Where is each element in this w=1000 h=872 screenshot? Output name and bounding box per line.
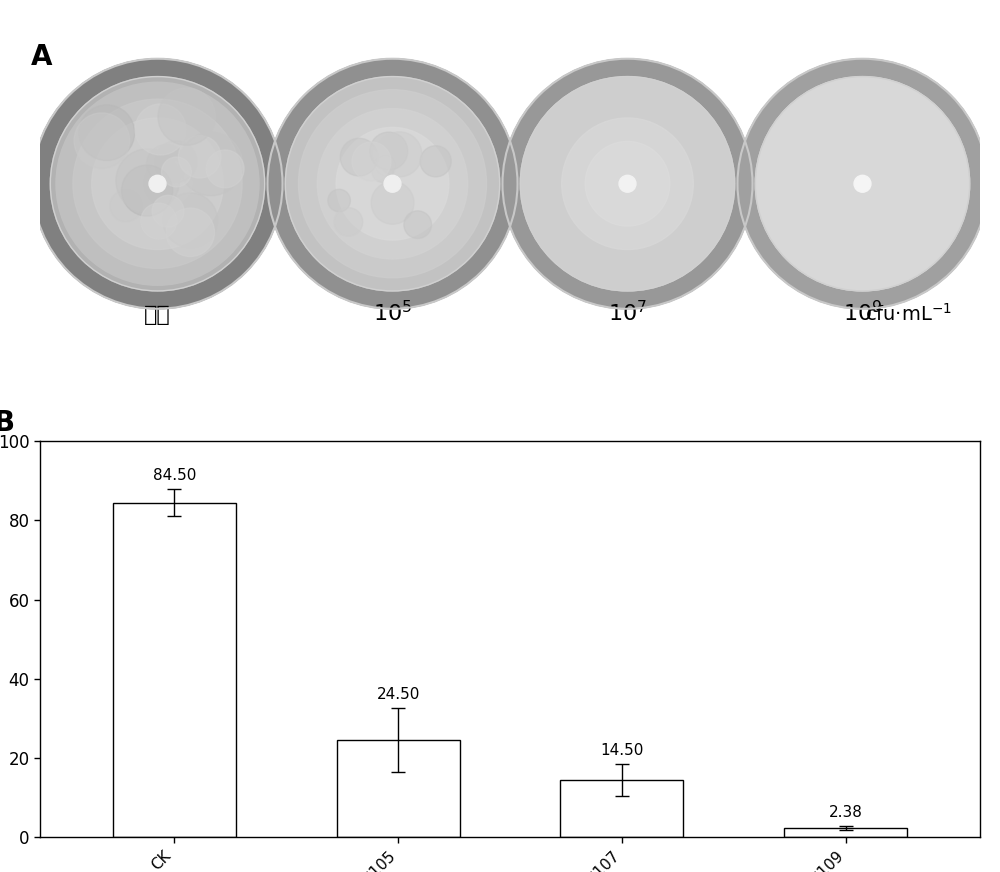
Circle shape xyxy=(161,157,191,187)
Circle shape xyxy=(372,160,394,182)
Text: 14.50: 14.50 xyxy=(600,743,644,758)
Bar xyxy=(560,780,683,837)
Circle shape xyxy=(420,146,451,177)
Text: 84.50: 84.50 xyxy=(153,467,196,483)
Circle shape xyxy=(206,150,244,187)
Circle shape xyxy=(179,133,243,195)
Circle shape xyxy=(755,77,970,291)
Text: 2.38: 2.38 xyxy=(829,805,863,820)
Circle shape xyxy=(166,208,215,256)
Circle shape xyxy=(854,175,871,192)
Circle shape xyxy=(619,175,636,192)
Circle shape xyxy=(336,127,449,240)
Text: 对照: 对照 xyxy=(144,304,171,324)
Circle shape xyxy=(585,141,670,226)
Circle shape xyxy=(152,195,184,228)
Circle shape xyxy=(328,189,350,212)
Circle shape xyxy=(147,145,186,184)
Circle shape xyxy=(110,190,142,221)
Circle shape xyxy=(373,140,402,168)
Bar xyxy=(784,828,907,837)
Circle shape xyxy=(144,160,192,208)
Circle shape xyxy=(155,140,197,183)
Text: B: B xyxy=(0,410,14,438)
Circle shape xyxy=(158,88,215,146)
Text: cfu·mL$^{-1}$: cfu·mL$^{-1}$ xyxy=(865,303,952,324)
Circle shape xyxy=(74,112,130,168)
Circle shape xyxy=(178,135,221,178)
Bar xyxy=(337,740,460,837)
Circle shape xyxy=(502,58,753,309)
Circle shape xyxy=(285,77,500,291)
Text: $10^7$: $10^7$ xyxy=(608,300,647,324)
Circle shape xyxy=(92,118,223,249)
Circle shape xyxy=(384,175,401,192)
Circle shape xyxy=(50,77,265,291)
Circle shape xyxy=(141,203,177,239)
Circle shape xyxy=(32,58,283,309)
Circle shape xyxy=(520,77,735,291)
Circle shape xyxy=(377,132,422,177)
Text: 24.50: 24.50 xyxy=(376,687,420,703)
Circle shape xyxy=(135,104,186,155)
Circle shape xyxy=(370,132,408,170)
Text: A: A xyxy=(31,43,52,71)
Circle shape xyxy=(163,193,218,248)
Circle shape xyxy=(116,149,180,213)
Circle shape xyxy=(352,142,391,181)
Circle shape xyxy=(56,82,259,285)
Circle shape xyxy=(375,155,396,176)
Circle shape xyxy=(317,108,468,259)
Circle shape xyxy=(562,118,693,249)
Circle shape xyxy=(149,175,166,192)
Text: $10^5$: $10^5$ xyxy=(373,300,412,324)
Circle shape xyxy=(737,58,988,309)
Circle shape xyxy=(73,99,242,269)
Bar xyxy=(113,502,236,837)
Circle shape xyxy=(298,90,486,278)
Text: $10^9$: $10^9$ xyxy=(843,300,882,324)
Circle shape xyxy=(267,58,518,309)
Circle shape xyxy=(122,165,173,216)
Circle shape xyxy=(340,139,378,176)
Circle shape xyxy=(371,181,414,224)
Circle shape xyxy=(404,211,432,238)
Circle shape xyxy=(79,105,135,160)
Circle shape xyxy=(334,208,363,236)
